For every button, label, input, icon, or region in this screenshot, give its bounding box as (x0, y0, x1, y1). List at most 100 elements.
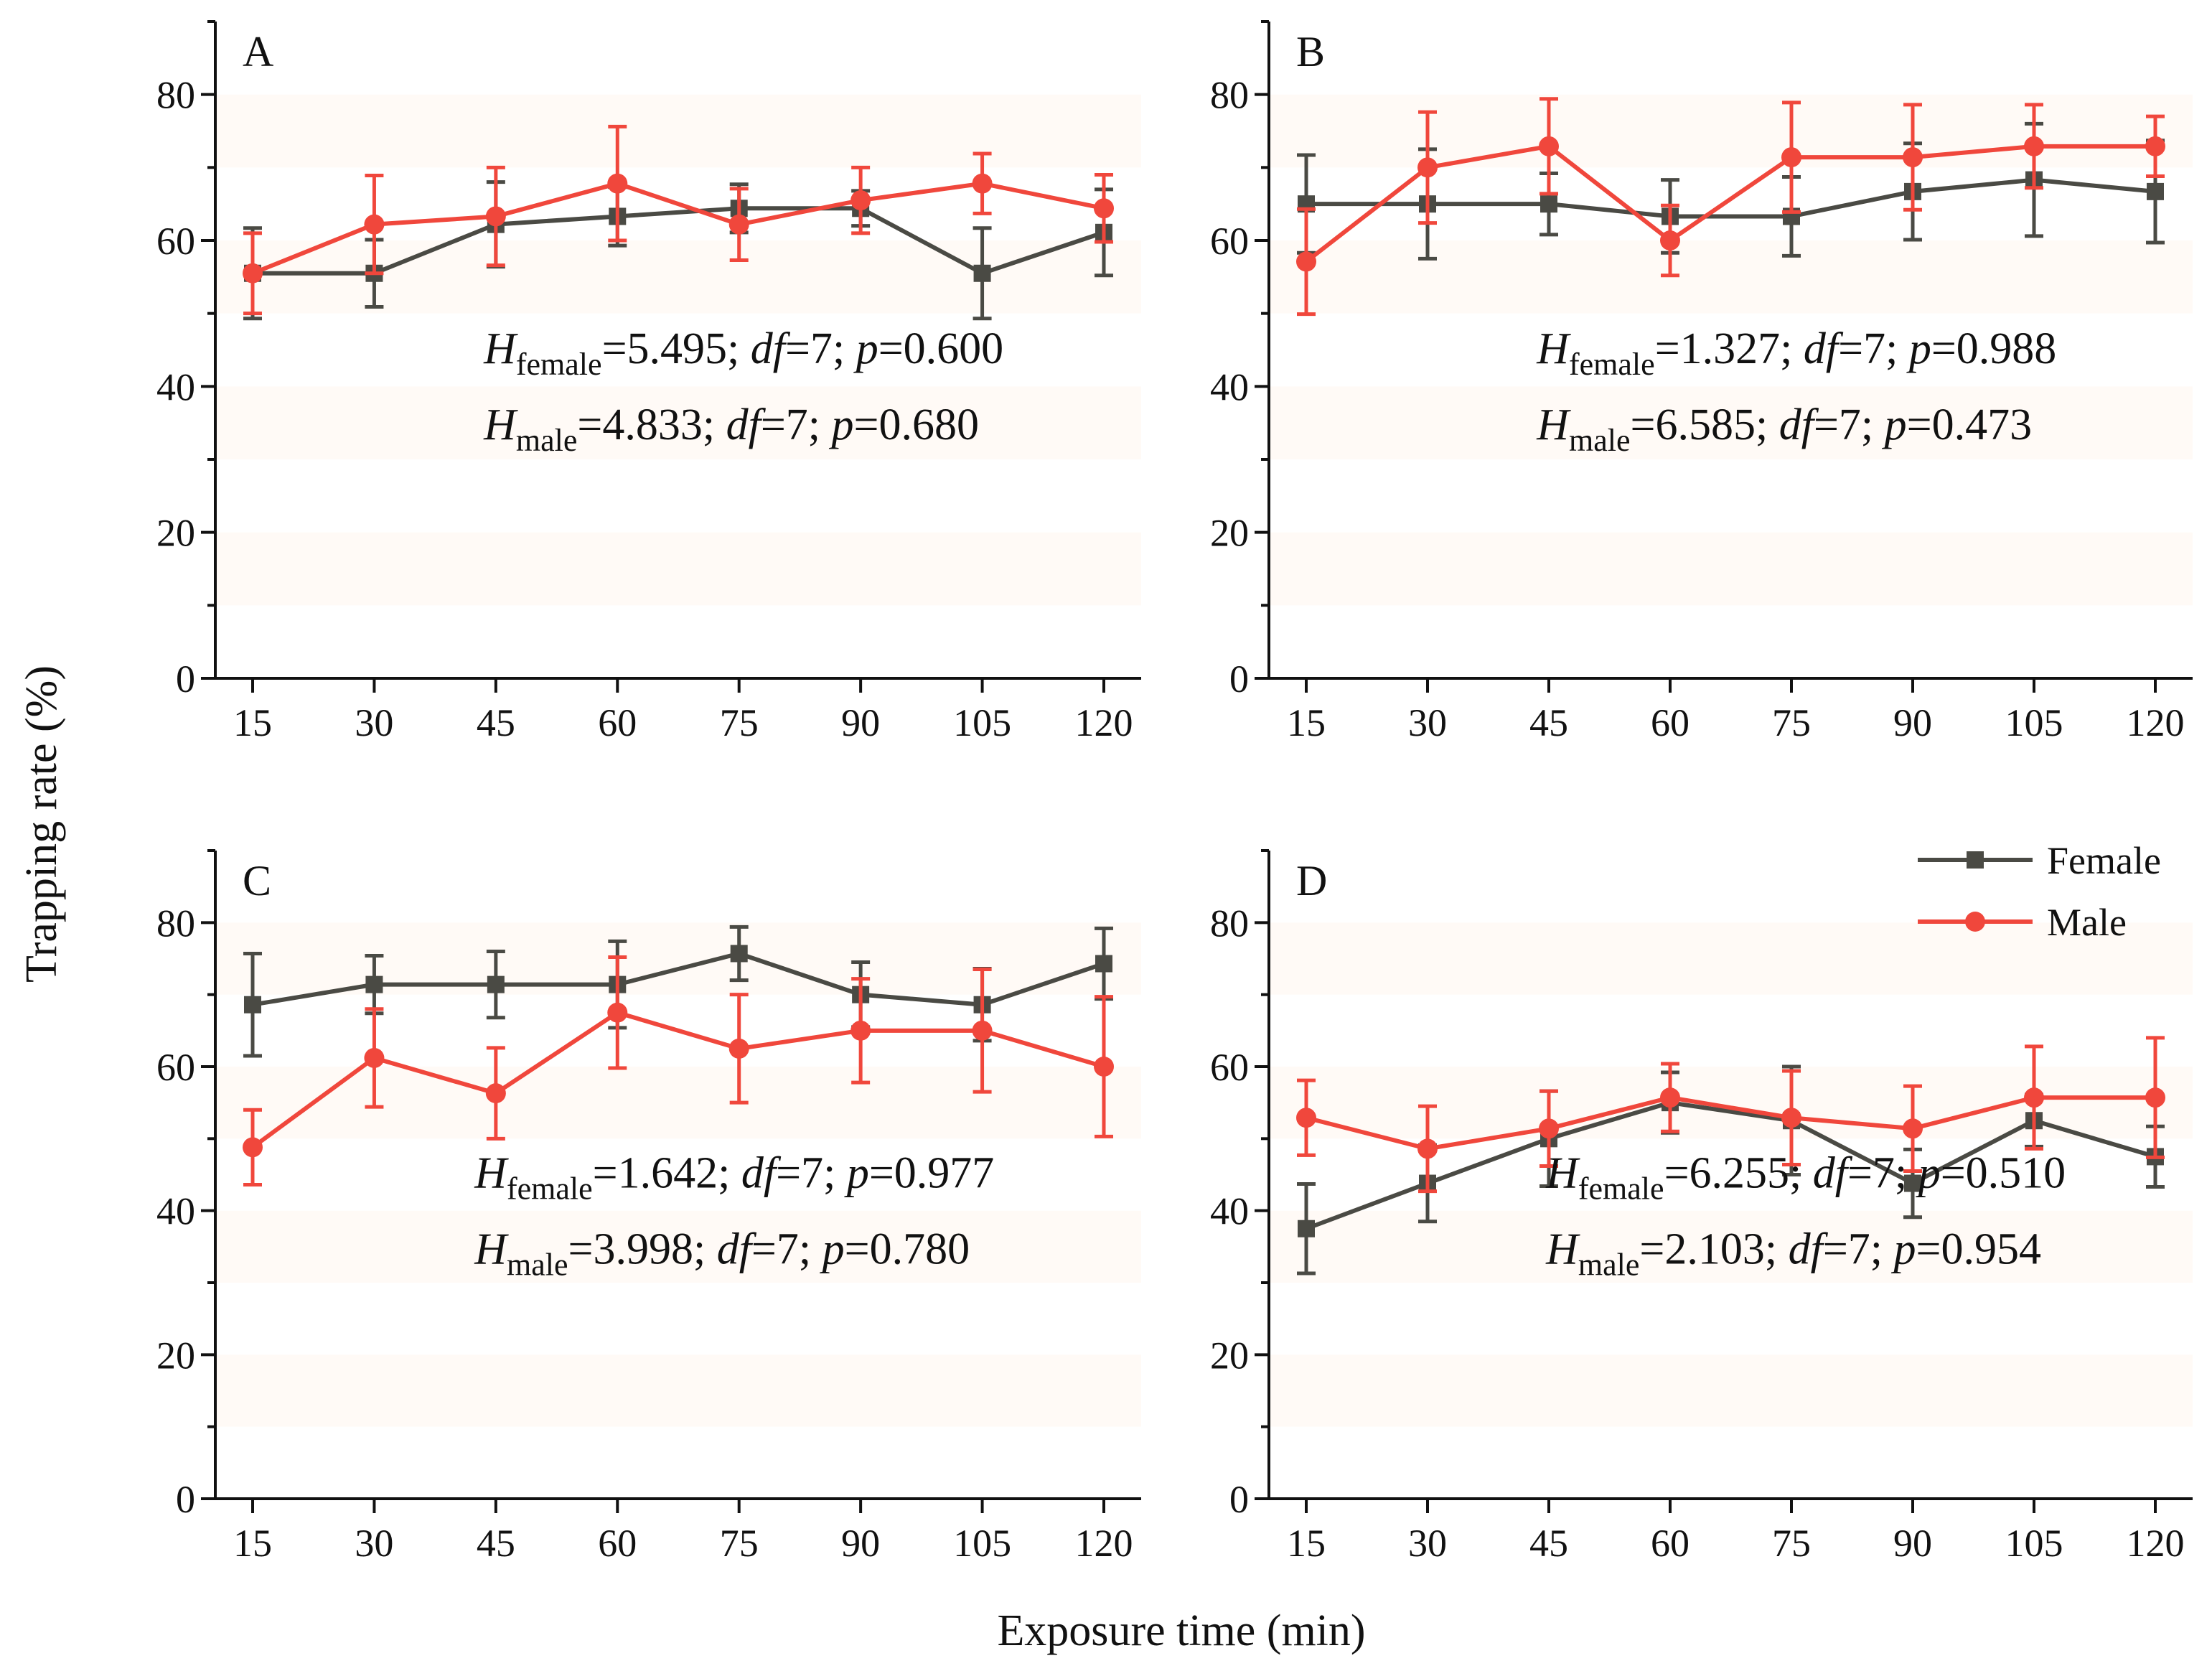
x-tick-label: 90 (1893, 1522, 1932, 1565)
data-point-circle (1539, 1118, 1559, 1139)
series-male (243, 955, 1114, 1187)
stat-part: =0.680 (854, 401, 979, 449)
data-point-circle (1781, 1108, 1801, 1128)
data-point-circle (1296, 1108, 1316, 1128)
plot-band (215, 386, 1141, 459)
data-point-circle (728, 1038, 749, 1059)
stat-part: =0.954 (1916, 1225, 2041, 1274)
series-line (252, 951, 1105, 1007)
y-tick-label: 40 (1210, 365, 1249, 408)
data-point-circle (1903, 147, 1923, 168)
stat-part: =1.327; (1655, 324, 1804, 373)
x-tick-label: 105 (953, 1522, 1011, 1565)
stat-part: =6.255; (1664, 1149, 1813, 1198)
x-tick-label: 15 (233, 1522, 272, 1565)
x-tick-label: 75 (1772, 1522, 1811, 1565)
plot-band (215, 1283, 1141, 1355)
plot-band (1269, 386, 2193, 459)
stat-line: Hmale=6.585; df=7; p=0.473 (1536, 401, 2032, 458)
stat-part: df (1779, 401, 1819, 449)
y-tick-label: 20 (1210, 1334, 1249, 1377)
plot-band (1269, 459, 2193, 533)
series-male (1296, 97, 2165, 317)
plot-band (1269, 1426, 2193, 1499)
stat-part: df (741, 1149, 782, 1198)
stat-part: H (1536, 324, 1571, 373)
x-tick-label: 30 (355, 701, 393, 744)
legend-marker-male (1965, 912, 1985, 932)
data-point-circle (1094, 198, 1114, 219)
data-point-circle (485, 1083, 506, 1104)
data-point-circle (2024, 1087, 2044, 1108)
data-point-square (2147, 182, 2164, 200)
stat-part: H (483, 401, 518, 449)
data-point-circle (728, 214, 749, 235)
y-axis-title: Trapping rate (%) (17, 665, 66, 983)
stat-part: H (474, 1149, 509, 1198)
plot-band (215, 22, 1141, 95)
y-tick-label: 20 (156, 1334, 195, 1377)
stat-subscript: female (1569, 347, 1655, 382)
stat-part: p (1891, 1225, 1916, 1274)
x-tick-label: 60 (598, 701, 637, 744)
plot-band (1269, 922, 2193, 995)
stat-line: Hfemale=1.642; df=7; p=0.977 (474, 1149, 994, 1207)
stat-line: Hfemale=6.255; df=7; p=0.510 (1545, 1149, 2066, 1207)
legend: Female Male (1918, 839, 2161, 944)
data-point-circle (850, 1020, 871, 1041)
stat-subscript: male (516, 423, 578, 458)
stat-part: =0.780 (845, 1225, 970, 1274)
data-point-circle (607, 1002, 628, 1023)
stat-line: Hfemale=5.495; df=7; p=0.600 (483, 324, 1003, 382)
data-point-square (730, 945, 748, 963)
data-point-circle (2145, 136, 2165, 156)
x-tick-label: 75 (720, 1522, 759, 1565)
plot-band (215, 1354, 1141, 1427)
data-point-circle (972, 1020, 993, 1041)
data-point-circle (1539, 136, 1559, 156)
stat-part: H (1536, 401, 1571, 449)
stat-part: H (483, 324, 518, 373)
stat-part: =7; (751, 1225, 823, 1274)
plot-band (215, 532, 1141, 606)
series-line (253, 206, 1105, 276)
x-tick-label: 45 (477, 701, 515, 744)
x-tick-label: 90 (841, 701, 880, 744)
data-point-circle (364, 214, 385, 235)
y-tick-label: 60 (156, 220, 195, 263)
data-point-circle (1296, 251, 1316, 272)
x-tick-label: 120 (1075, 701, 1133, 744)
plot-band (1269, 532, 2193, 606)
x-tick-label: 15 (1287, 1522, 1326, 1565)
y-tick-label: 20 (1210, 512, 1249, 555)
stat-subscript: female (516, 347, 602, 382)
stat-part: =7; (785, 324, 856, 373)
stat-line: Hmale=3.998; df=7; p=0.780 (474, 1225, 970, 1283)
stat-line: Hmale=2.103; df=7; p=0.954 (1545, 1225, 2041, 1283)
stat-part: =3.998; (568, 1225, 716, 1274)
stat-part: =0.977 (869, 1149, 994, 1198)
stat-subscript: female (1578, 1171, 1664, 1207)
stat-part: df (726, 401, 767, 449)
stat-part: p (820, 1225, 845, 1274)
stat-part: p (1882, 401, 1907, 449)
data-point-square (973, 264, 991, 282)
stat-part: =2.103; (1639, 1225, 1788, 1274)
x-tick-label: 15 (1287, 701, 1326, 744)
plot-band (1269, 605, 2193, 678)
panel-letter: B (1296, 28, 1325, 75)
stat-part: =7; (761, 401, 832, 449)
stat-part: p (844, 1149, 869, 1198)
stat-part: H (1545, 1149, 1580, 1198)
plot-band (215, 605, 1141, 678)
stat-line: Hmale=4.833; df=7; p=0.680 (483, 401, 979, 458)
plot-band (215, 240, 1141, 314)
legend-label-male: Male (2047, 901, 2127, 944)
stat-part: =7; (1814, 401, 1885, 449)
x-tick-label: 45 (477, 1522, 515, 1565)
stat-part: =0.510 (1941, 1149, 2066, 1198)
y-tick-label: 60 (1210, 220, 1249, 263)
x-tick-label: 75 (1772, 701, 1811, 744)
x-tick-label: 120 (2127, 701, 2185, 744)
